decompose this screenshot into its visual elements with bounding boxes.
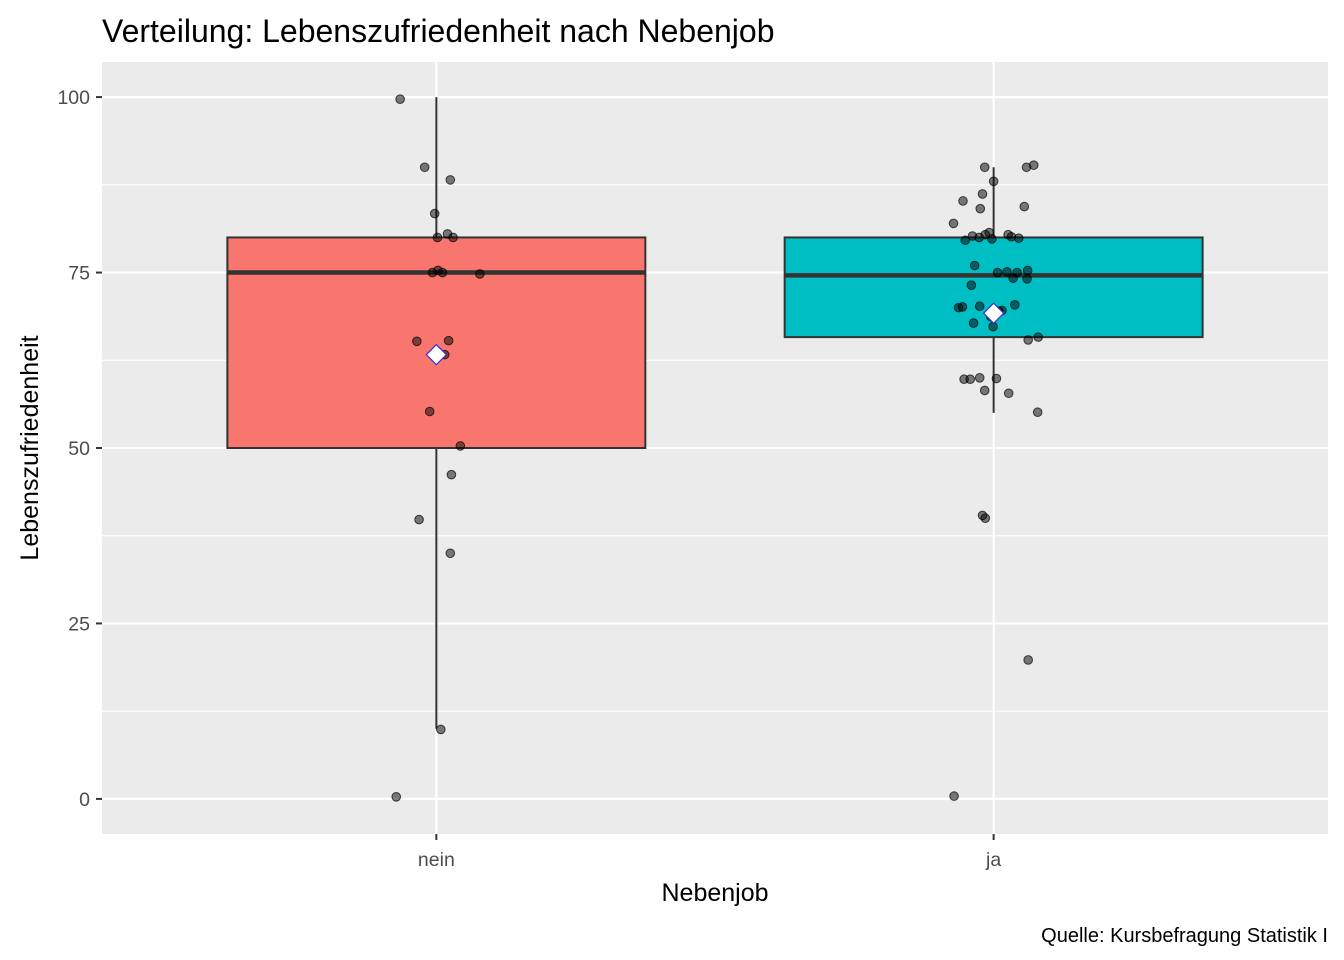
- data-point-nein: [448, 232, 458, 243]
- data-point-ja: [965, 374, 976, 385]
- data-point-nein: [419, 162, 430, 173]
- data-point-ja: [979, 162, 990, 173]
- y-tick-label: 75: [68, 263, 90, 285]
- x-tick-label: ja: [985, 849, 1001, 871]
- data-point-ja: [969, 260, 980, 271]
- data-point-ja: [974, 373, 985, 383]
- data-point-nein: [436, 724, 446, 735]
- y-tick-label: 100: [57, 87, 90, 109]
- data-point-ja: [1010, 300, 1020, 310]
- data-point-nein: [445, 175, 456, 185]
- chart-caption: Quelle: Kursbefragung Statistik I: [1041, 925, 1328, 947]
- mean-marker-nein: [425, 343, 448, 366]
- data-point-nein: [395, 94, 405, 104]
- data-point-ja: [1019, 201, 1030, 212]
- data-point-ja: [1033, 332, 1044, 342]
- y-tick-label: 50: [68, 438, 90, 460]
- y-tick-label: 0: [79, 789, 90, 811]
- data-point-nein: [391, 792, 402, 802]
- axes: 0 25 50 75 100 nein ja: [57, 87, 1001, 871]
- data-point-ja: [992, 267, 1003, 278]
- x-axis-title: Nebenjob: [661, 879, 768, 907]
- data-point-ja: [948, 218, 959, 229]
- data-point-nein: [432, 232, 443, 243]
- jitter-points: [391, 94, 1044, 802]
- data-point-ja: [988, 176, 999, 187]
- data-point-ja: [1008, 273, 1018, 283]
- data-point-nein: [446, 469, 457, 480]
- data-point-ja: [968, 318, 979, 328]
- data-point-ja: [1022, 274, 1032, 284]
- data-point-ja: [949, 791, 959, 801]
- data-point-ja: [957, 302, 968, 312]
- data-point-nein: [475, 269, 485, 279]
- data-point-nein: [424, 406, 435, 417]
- data-point-nein: [412, 336, 422, 347]
- data-point-ja: [1023, 655, 1033, 665]
- data-point-ja: [1023, 335, 1033, 345]
- data-point-nein: [455, 441, 466, 451]
- data-point-ja: [974, 301, 985, 312]
- mean-marker-ja: [982, 302, 1005, 325]
- x-tick-label: nein: [418, 849, 455, 871]
- data-point-ja: [1013, 233, 1024, 243]
- data-point-nein: [445, 548, 456, 559]
- data-point-ja: [975, 203, 986, 214]
- chart-title: Verteilung: Lebenszufriedenheit nach Neb…: [102, 13, 775, 49]
- data-point-ja: [980, 513, 991, 523]
- data-point-ja: [1003, 388, 1014, 399]
- data-point-ja: [991, 373, 1002, 384]
- data-point-ja: [977, 189, 988, 199]
- data-point-ja: [987, 234, 997, 244]
- data-point-ja: [1002, 267, 1012, 277]
- data-point-nein: [437, 267, 448, 278]
- data-point-ja: [979, 385, 990, 396]
- data-point-ja: [1028, 160, 1039, 170]
- data-point-ja: [958, 196, 968, 206]
- data-point-ja: [988, 321, 998, 332]
- data-point-ja: [1032, 407, 1043, 418]
- y-axis-title: Lebenszufriedenheit: [16, 335, 44, 560]
- data-point-ja: [966, 280, 977, 290]
- data-point-ja: [960, 235, 971, 246]
- data-point-nein: [429, 208, 440, 219]
- data-point-nein: [443, 335, 454, 346]
- data-point-ja: [1022, 265, 1033, 276]
- data-point-nein: [414, 514, 424, 525]
- y-tick-label: 25: [68, 613, 90, 635]
